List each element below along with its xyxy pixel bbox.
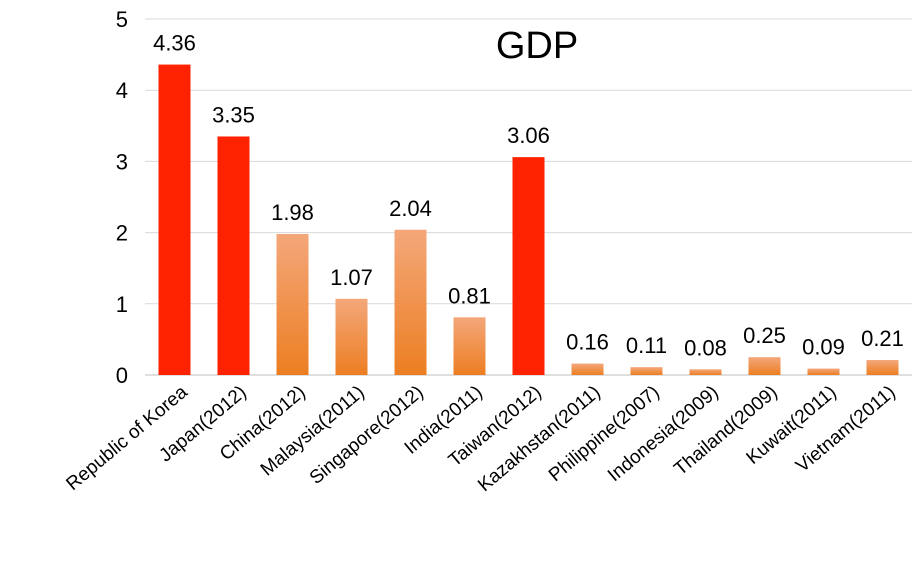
x-axis-ticks: Republic of KoreaJapan(2012)China(2012)M… [63, 381, 900, 496]
chart-title: GDP [496, 25, 578, 67]
bars [158, 64, 899, 376]
data-label: 0.25 [743, 323, 786, 348]
y-tick-label: 4 [116, 78, 128, 103]
bar [571, 363, 604, 375]
bar [335, 298, 368, 375]
bar [512, 157, 545, 375]
data-label: 0.21 [861, 326, 904, 351]
y-tick-label: 5 [116, 7, 128, 32]
y-tick-label: 1 [116, 292, 128, 317]
data-label: 0.11 [626, 333, 667, 358]
data-label: 0.08 [684, 335, 727, 360]
data-label: 4.36 [153, 31, 196, 56]
bar [217, 136, 250, 375]
bar [158, 64, 191, 376]
data-label: 0.81 [448, 283, 491, 308]
data-label: 0.09 [802, 335, 845, 360]
bar [866, 360, 899, 375]
data-labels: 4.36 3.35 1.98 1.07 2.04 0.81 3.06 0.16 0.11 0.08… [153, 31, 904, 361]
bar [630, 367, 663, 375]
y-axis-ticks: 0 1 2 3 4 5 [116, 7, 128, 388]
data-label: 0.16 [566, 330, 609, 355]
data-label: 1.07 [330, 265, 373, 290]
y-tick-label: 0 [116, 363, 128, 388]
data-label: 1.98 [271, 200, 314, 225]
x-tick-label: Vietnam(2011) [792, 382, 900, 477]
y-tick-label: 3 [116, 149, 128, 174]
y-tick-label: 2 [116, 221, 128, 246]
bar [276, 234, 309, 375]
bar [748, 357, 781, 375]
bar [394, 229, 427, 375]
data-label: 3.35 [212, 102, 255, 127]
bar [453, 317, 486, 375]
data-label: 2.04 [389, 196, 432, 221]
x-tick-label: Thailand(2009) [670, 382, 781, 480]
bar [689, 369, 722, 375]
bar [807, 368, 840, 375]
data-label: 3.06 [507, 123, 550, 148]
